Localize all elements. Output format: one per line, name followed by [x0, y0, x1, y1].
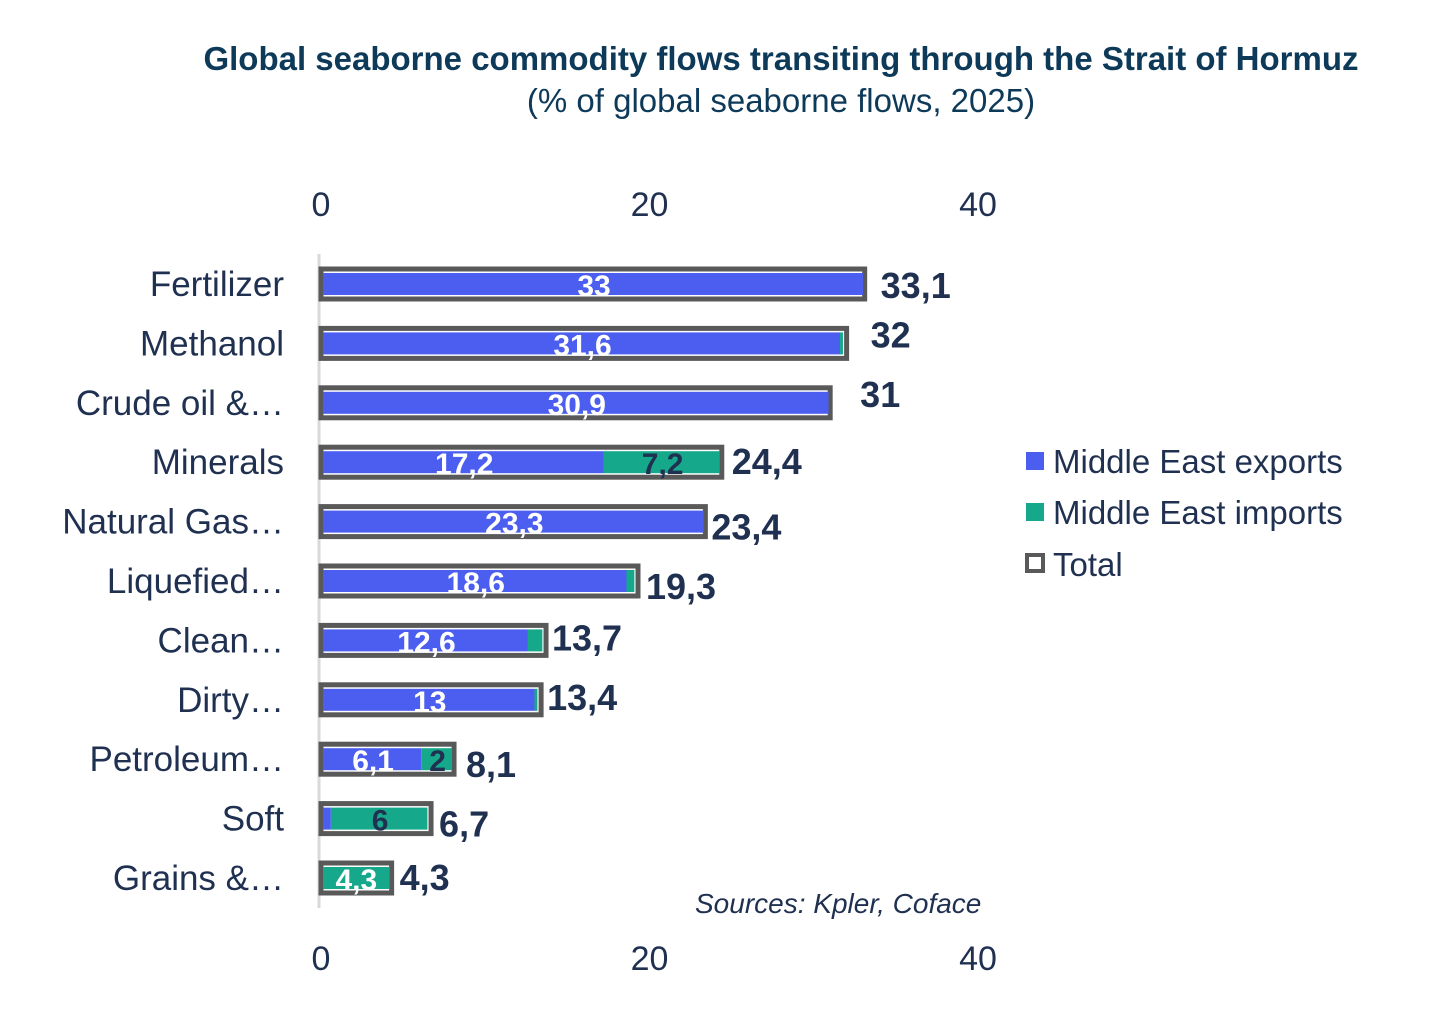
bar-total [318, 563, 641, 599]
total-data-label: 6,7 [439, 804, 489, 845]
legend-swatch [1026, 503, 1044, 521]
total-data-label: 33,1 [881, 265, 951, 306]
x-tick-bottom-label: 40 [959, 940, 997, 978]
total-data-label: 13,7 [552, 617, 622, 658]
chart-subtitle: (% of global seaborne flows, 2025) [526, 82, 1036, 119]
total-data-label: 31 [860, 374, 900, 415]
x-tick-bottom-label: 0 [312, 940, 331, 978]
bar-middle-east-imports [840, 332, 843, 355]
bar-middle-east-exports [323, 570, 627, 592]
category-label: Methanol [140, 324, 284, 363]
total-data-label: 19,3 [646, 566, 716, 607]
imports-data-label: 7,2 [642, 448, 684, 481]
exports-data-label: 13 [413, 686, 446, 719]
category-label: Natural Gas… [62, 503, 284, 542]
exports-data-label: 12,6 [397, 626, 455, 659]
legend-label: Total [1053, 546, 1123, 583]
bar-middle-east-exports [323, 688, 535, 711]
bar-middle-east-imports [323, 867, 390, 889]
exports-data-label: 23,3 [485, 508, 543, 541]
bar-total [318, 741, 457, 777]
bar-total [318, 801, 434, 837]
imports-data-label: 4,3 [335, 864, 377, 897]
category-label: Crude oil &… [76, 384, 284, 423]
imports-data-label: 2 [429, 745, 446, 778]
bar-middle-east-exports [323, 391, 829, 414]
category-label: Grains &… [113, 859, 284, 898]
exports-data-label: 17,2 [435, 448, 493, 481]
category-label: Soft [222, 800, 285, 839]
bar-total [318, 266, 868, 302]
bar-middle-east-imports [534, 688, 538, 711]
bar-middle-east-imports [603, 451, 720, 474]
total-data-label: 13,4 [547, 677, 617, 718]
total-data-label: 23,4 [711, 507, 781, 548]
bar-total [318, 325, 850, 361]
bar-middle-east-imports [330, 807, 428, 830]
bar-total [318, 504, 708, 540]
category-label: Fertilizer [150, 265, 285, 304]
category-label: Petroleum… [89, 740, 284, 779]
exports-data-label: 30,9 [548, 389, 606, 422]
category-label: Minerals [152, 443, 284, 482]
bar-total [318, 682, 544, 718]
chart-title: Global seaborne commodity flows transiti… [203, 40, 1359, 77]
bar-total [318, 860, 395, 896]
chart-title-block: Global seaborne commodity flows transiti… [0, 38, 1442, 122]
bar-total [318, 622, 549, 658]
imports-data-label: 6 [372, 805, 389, 838]
legend-swatch [1026, 452, 1044, 470]
legend-label: Middle East exports [1053, 443, 1343, 480]
x-tick-bottom-label: 20 [631, 940, 669, 978]
bar-middle-east-exports [323, 629, 528, 652]
total-data-label: 4,3 [400, 857, 450, 898]
total-data-label: 24,4 [732, 441, 802, 482]
bar-total [318, 444, 725, 480]
legend-swatch [1025, 553, 1045, 573]
exports-data-label: 33 [577, 270, 610, 303]
bar-middle-east-imports [527, 629, 543, 652]
exports-data-label: 18,6 [447, 567, 505, 600]
exports-data-label: 6,1 [352, 745, 394, 778]
x-tick-top-label: 0 [312, 186, 331, 224]
bar-middle-east-exports [323, 451, 604, 474]
bar-middle-east-exports [323, 748, 422, 771]
bar-middle-east-exports [323, 332, 841, 355]
category-label: Dirty… [177, 681, 284, 720]
bar-total [318, 385, 833, 421]
x-tick-top-label: 40 [959, 186, 997, 224]
bar-middle-east-exports [323, 273, 864, 295]
category-label: Clean… [158, 621, 284, 660]
legend-label: Middle East imports [1053, 494, 1343, 531]
bar-middle-east-imports [421, 748, 453, 771]
bar-middle-east-imports [626, 570, 635, 592]
source-note: Sources: Kpler, Coface [695, 888, 982, 919]
x-tick-top-label: 20 [631, 186, 669, 224]
bar-middle-east-exports [323, 807, 331, 830]
exports-data-label: 31,6 [553, 329, 611, 362]
total-data-label: 32 [871, 314, 911, 355]
category-label: Liquefied… [107, 562, 284, 601]
total-data-label: 8,1 [466, 744, 516, 785]
bar-middle-east-exports [323, 510, 704, 533]
